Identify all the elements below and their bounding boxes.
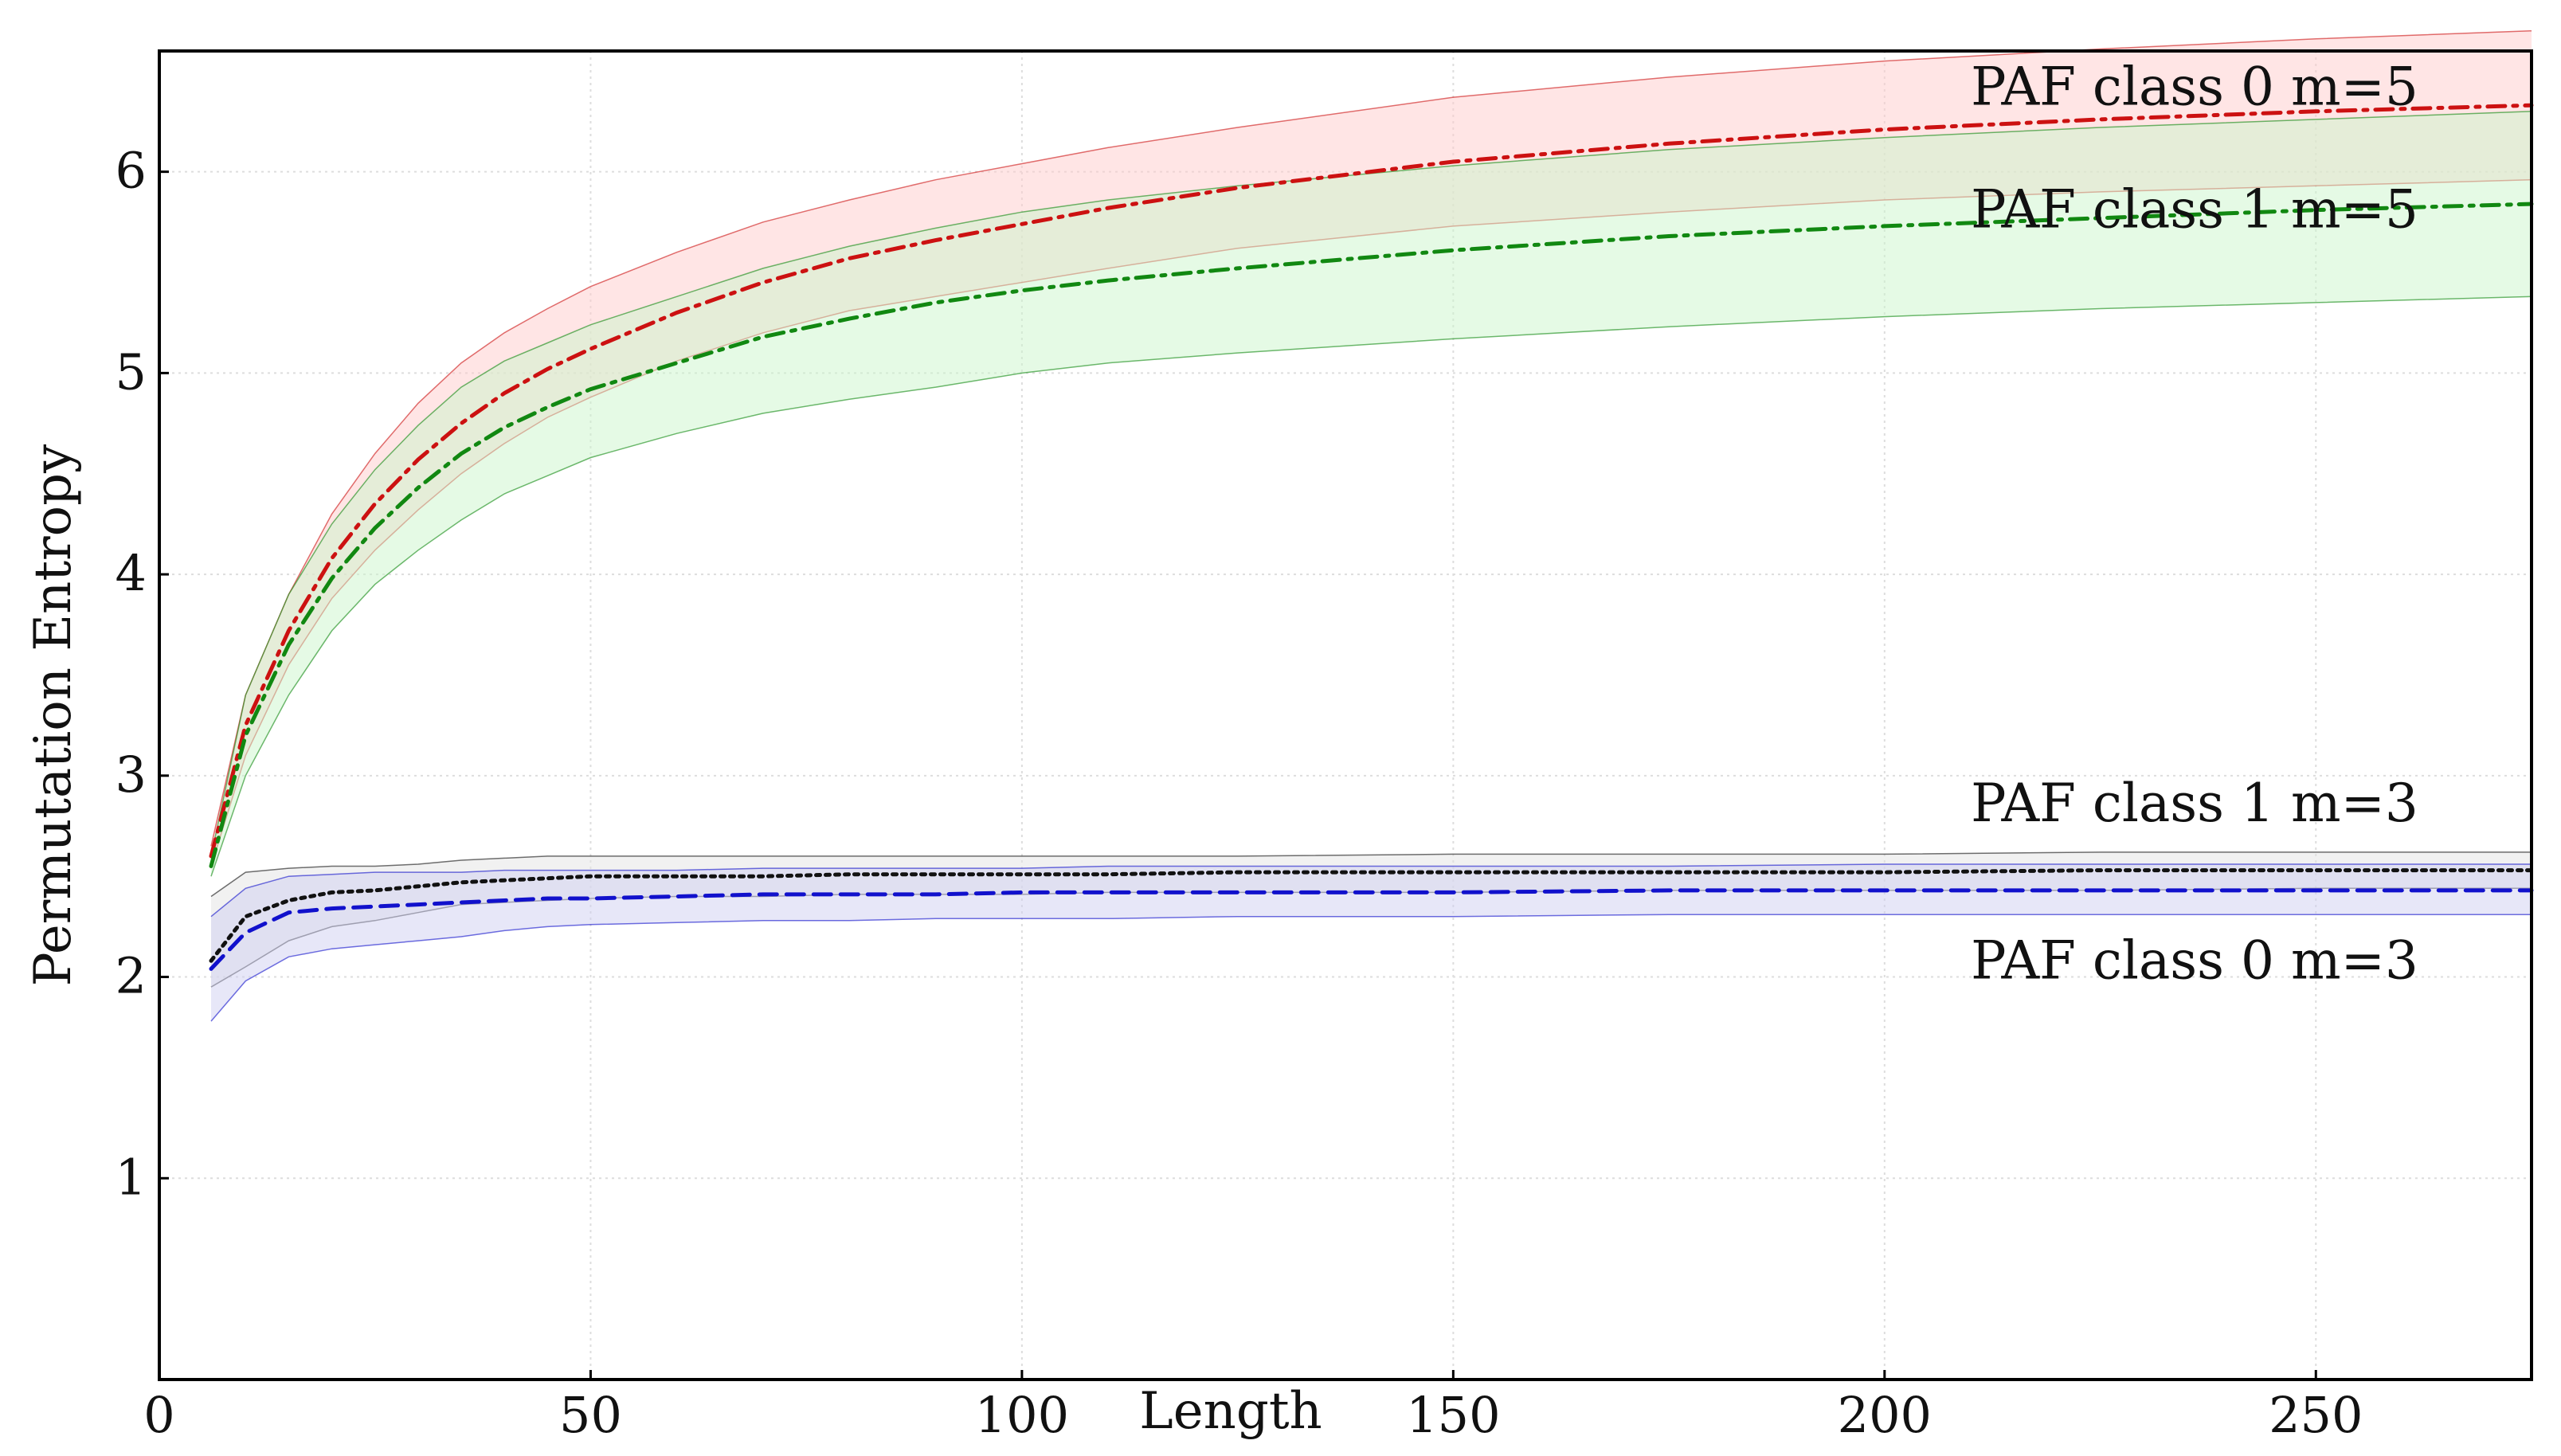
band-lower-bound: [210, 914, 2532, 1022]
series-annotation: PAF class 0 m=5: [1971, 56, 2418, 117]
y-tick-label: 6: [116, 142, 147, 200]
confidence-band: [211, 111, 2532, 877]
band-lower-bound: [210, 296, 2532, 877]
band-upper-bound: [210, 863, 2532, 918]
x-axis-ticks: 0 50 100 150 200 250: [143, 1370, 2363, 1444]
y-axis-ticks: 1 2 3 4 5 6: [116, 142, 169, 1206]
x-tick-label: 100: [975, 1386, 1069, 1444]
band-upper-bound: [210, 111, 2532, 857]
confidence-band: [211, 30, 2532, 867]
series-line: [209, 202, 2534, 868]
y-tick-label: 1: [116, 1148, 147, 1206]
x-tick-label: 0: [143, 1386, 174, 1444]
band-upper-bound: [210, 29, 2532, 847]
annotations: PAF class 0 m=5 PAF class 1 m=5 PAF class …: [1971, 56, 2418, 991]
x-tick-label: 200: [1838, 1386, 1932, 1444]
x-tick-label: 50: [559, 1386, 622, 1444]
y-tick-label: 3: [116, 746, 147, 804]
x-tick-label: 150: [1406, 1386, 1500, 1444]
x-tick-label: 250: [2269, 1386, 2363, 1444]
band-upper-bound: [210, 851, 2532, 898]
confidence-bands: [210, 29, 2532, 1022]
grid: [159, 51, 2532, 1380]
series-annotation: PAF class 1 m=5: [1971, 179, 2418, 241]
y-tick-label: 5: [116, 342, 147, 401]
series-annotation: PAF class 0 m=3: [1971, 930, 2418, 991]
series-line: [209, 868, 2534, 963]
plot-frame: [158, 49, 2533, 1381]
series-lines: [209, 103, 2534, 971]
series-annotation: PAF class 1 m=3: [1971, 773, 2418, 834]
x-axis-label: Length: [1139, 1382, 1322, 1441]
series-line: [209, 103, 2534, 859]
series-line: [209, 888, 2534, 971]
y-tick-label: 2: [116, 947, 147, 1005]
y-axis-label: Permutation Entropy: [24, 444, 83, 987]
confidence-band: [211, 864, 2532, 1022]
y-tick-label: 4: [116, 544, 147, 602]
